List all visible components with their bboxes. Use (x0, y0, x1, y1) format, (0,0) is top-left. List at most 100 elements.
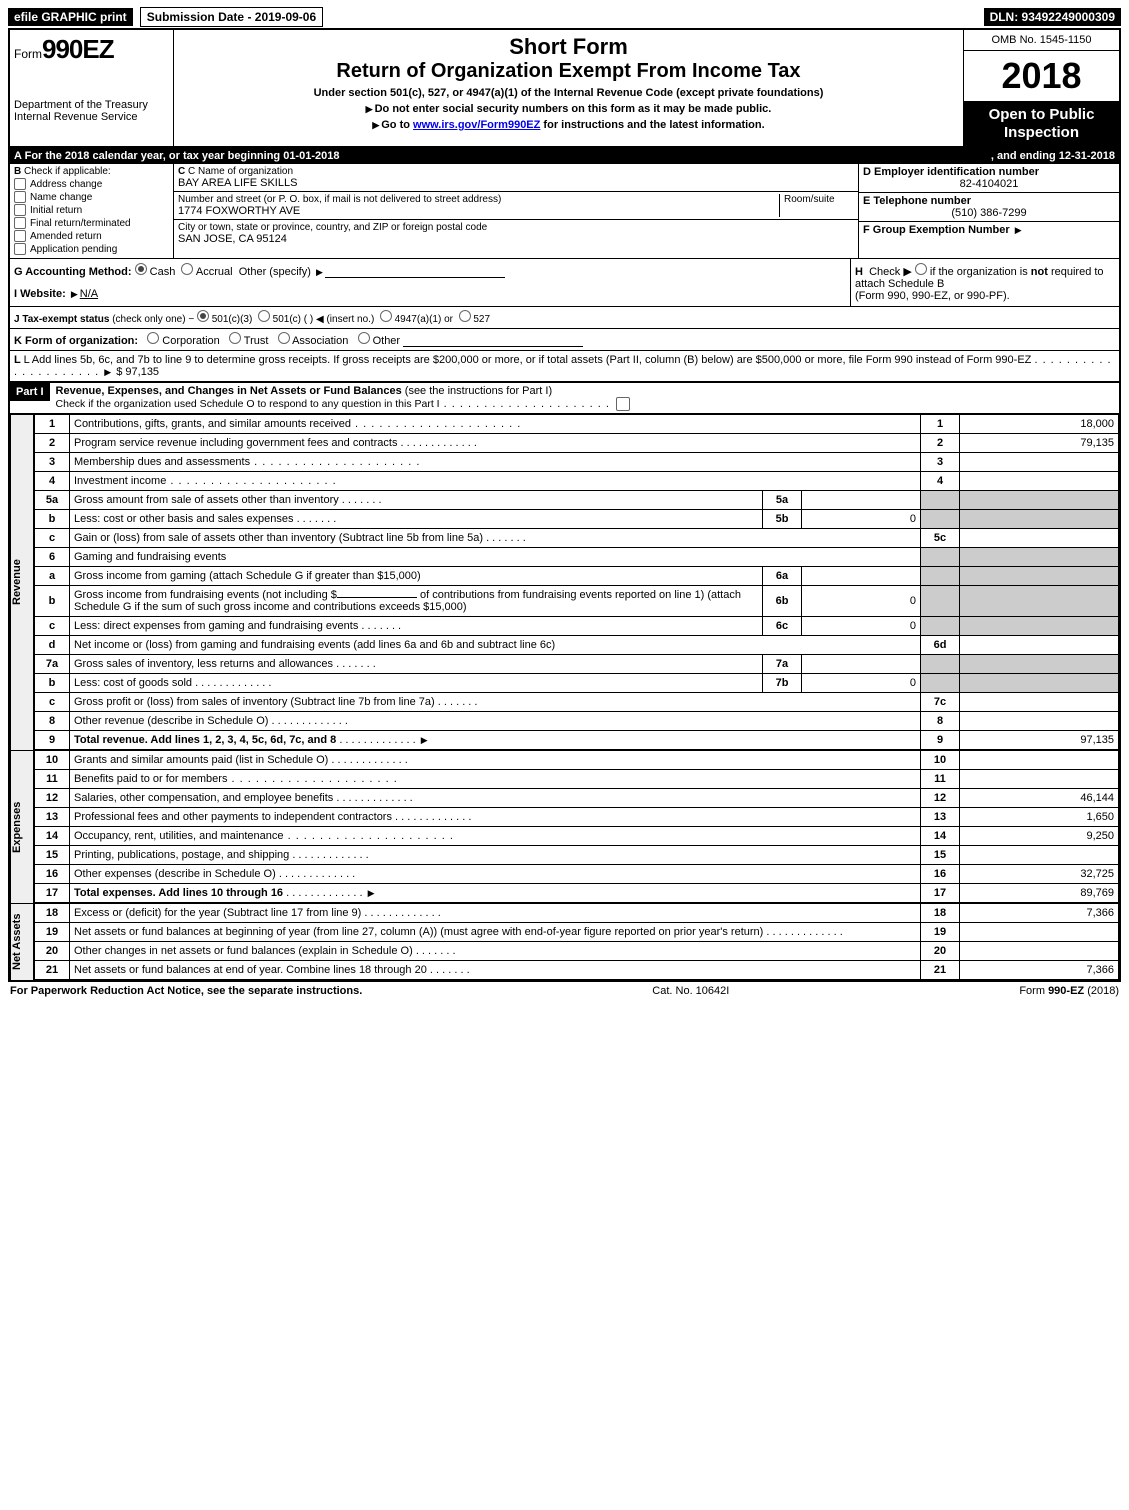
revenue-section: Revenue 1Contributions, gifts, grants, a… (10, 414, 1119, 750)
l-amount: $ 97,135 (116, 366, 159, 378)
chk-address-change[interactable]: Address change (14, 178, 169, 190)
footer-center: Cat. No. 10642I (652, 985, 729, 997)
netassets-side-label: Net Assets (10, 903, 34, 980)
dots (440, 398, 610, 410)
city-value: SAN JOSE, CA 95124 (178, 233, 854, 245)
radio-527[interactable] (459, 310, 471, 322)
line-9: 9Total revenue. Add lines 1, 2, 3, 4, 5c… (35, 731, 1119, 750)
arrow-icon (419, 734, 430, 746)
line-20: 20Other changes in net assets or fund ba… (35, 942, 1119, 961)
street-value: 1774 FOXWORTHY AVE (178, 205, 779, 217)
radio-4947[interactable] (380, 310, 392, 322)
org-name: BAY AREA LIFE SKILLS (178, 177, 854, 189)
irs-link[interactable]: www.irs.gov/Form990EZ (413, 119, 540, 131)
header-center: Short Form Return of Organization Exempt… (174, 30, 963, 146)
line-15: 15Printing, publications, postage, and s… (35, 846, 1119, 865)
expenses-table: 10Grants and similar amounts paid (list … (34, 750, 1119, 903)
row-j: J Tax-exempt status (check only one) − 5… (10, 307, 1119, 329)
line-6c: cLess: direct expenses from gaming and f… (35, 617, 1119, 636)
chk-name-change[interactable]: Name change (14, 191, 169, 203)
part1-label: Part I (10, 383, 50, 401)
j-label: J Tax-exempt status (14, 314, 109, 325)
line-1: 1Contributions, gifts, grants, and simil… (35, 415, 1119, 434)
line-12: 12Salaries, other compensation, and empl… (35, 789, 1119, 808)
expenses-side-label: Expenses (10, 750, 34, 903)
line-11: 11Benefits paid to or for members11 (35, 770, 1119, 789)
subtitle: Under section 501(c), 527, or 4947(a)(1)… (182, 87, 955, 99)
f-label: F Group Exemption Number (863, 224, 1010, 236)
radio-other[interactable] (358, 332, 370, 344)
row-a: A For the 2018 calendar year, or tax yea… (10, 148, 1119, 164)
radio-assoc[interactable] (278, 332, 290, 344)
page-footer: For Paperwork Reduction Act Notice, see … (8, 982, 1121, 1000)
radio-h[interactable] (915, 263, 927, 275)
radio-cash[interactable] (135, 263, 147, 275)
info-icon[interactable] (616, 397, 630, 411)
city-label: City or town, state or province, country… (178, 222, 854, 233)
form-header: Form990EZ Department of the Treasury Int… (10, 30, 1119, 148)
website-value: N/A (80, 288, 98, 300)
other-specify-field[interactable] (325, 277, 505, 278)
instr-link-row: Go to www.irs.gov/Form990EZ for instruct… (182, 119, 955, 131)
box-c: C C Name of organization BAY AREA LIFE S… (174, 164, 858, 258)
row-a-right: , and ending 12-31-2018 (991, 150, 1115, 162)
row-l: L L Add lines 5b, 6c, and 7b to line 9 t… (10, 351, 1119, 382)
chk-application-pending[interactable]: Application pending (14, 243, 169, 255)
g-label: G Accounting Method: (14, 266, 132, 278)
box-h: H Check ▶ if the organization is not req… (850, 259, 1119, 306)
line-5a: 5aGross amount from sale of assets other… (35, 491, 1119, 510)
arrow-icon (314, 266, 325, 278)
line-7c: cGross profit or (loss) from sales of in… (35, 693, 1119, 712)
line-19: 19Net assets or fund balances at beginni… (35, 923, 1119, 942)
part1-desc: Revenue, Expenses, and Changes in Net As… (50, 383, 1119, 413)
netassets-table: 18Excess or (deficit) for the year (Subt… (34, 903, 1119, 980)
l-text: L Add lines 5b, 6c, and 7b to line 9 to … (24, 354, 1032, 366)
checkbox-icon (14, 191, 26, 203)
c-label: C C Name of organization (178, 166, 854, 177)
line-10: 10Grants and similar amounts paid (list … (35, 751, 1119, 770)
footer-left: For Paperwork Reduction Act Notice, see … (10, 985, 362, 997)
checkbox-icon (14, 217, 26, 229)
k-other-field[interactable] (403, 346, 583, 347)
form-prefix: Form (14, 47, 42, 61)
header-left: Form990EZ Department of the Treasury Int… (10, 30, 174, 146)
open-public-badge: Open to Public Inspection (964, 102, 1119, 146)
line-13: 13Professional fees and other payments t… (35, 808, 1119, 827)
checkbox-icon (14, 204, 26, 216)
main-title: Return of Organization Exempt From Incom… (182, 60, 955, 83)
ghi-left: G Accounting Method: Cash Accrual Other … (10, 259, 850, 306)
line-5c: cGain or (loss) from sale of assets othe… (35, 529, 1119, 548)
e-label: E Telephone number (863, 195, 1115, 207)
instr-goto-post: for instructions and the latest informat… (540, 119, 764, 131)
netassets-section: Net Assets 18Excess or (deficit) for the… (10, 903, 1119, 980)
arrow-icon (1013, 224, 1024, 236)
k-label: K Form of organization: (14, 335, 138, 347)
radio-501c3[interactable] (197, 310, 209, 322)
line-7b: bLess: cost of goods sold7b0 (35, 674, 1119, 693)
part1-header: Part I Revenue, Expenses, and Changes in… (10, 382, 1119, 414)
revenue-side-label: Revenue (10, 414, 34, 750)
dln-tag: DLN: 93492249000309 (984, 8, 1121, 26)
chk-initial-return[interactable]: Initial return (14, 204, 169, 216)
instr-ssn: Do not enter social security numbers on … (182, 103, 955, 115)
checkbox-icon (14, 178, 26, 190)
radio-accrual[interactable] (181, 263, 193, 275)
box-def: D Employer identification number 82-4104… (858, 164, 1119, 258)
line-6: 6Gaming and fundraising events (35, 548, 1119, 567)
radio-trust[interactable] (229, 332, 241, 344)
box-b-label: Check if applicable: (24, 166, 111, 177)
line-14: 14Occupancy, rent, utilities, and mainte… (35, 827, 1119, 846)
top-bar: efile GRAPHIC print Submission Date - 20… (8, 8, 1121, 26)
chk-amended-return[interactable]: Amended return (14, 230, 169, 242)
line-8: 8Other revenue (describe in Schedule O)8 (35, 712, 1119, 731)
line-3: 3Membership dues and assessments3 (35, 453, 1119, 472)
form-number: 990EZ (42, 34, 114, 64)
box-b: B Check if applicable: Address change Na… (10, 164, 174, 258)
arrow-icon (366, 887, 377, 899)
i-label: I Website: (14, 288, 66, 300)
radio-corp[interactable] (147, 332, 159, 344)
tax-year: 2018 (964, 51, 1119, 102)
line-17: 17Total expenses. Add lines 10 through 1… (35, 884, 1119, 903)
chk-final-return[interactable]: Final return/terminated (14, 217, 169, 229)
radio-501c[interactable] (258, 310, 270, 322)
